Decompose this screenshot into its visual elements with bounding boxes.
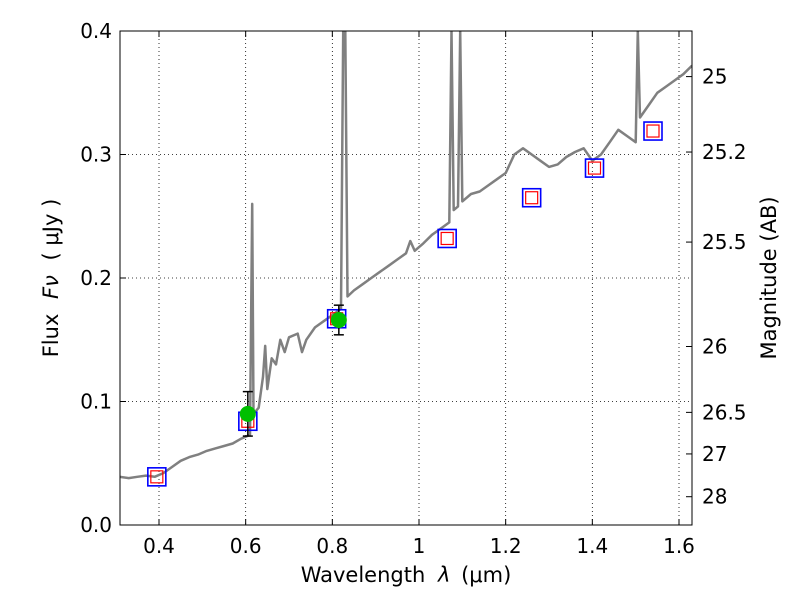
photometry-square-blue — [147, 467, 167, 487]
spectrum-line — [120, 31, 692, 480]
x-tick-label: 0.6 — [230, 534, 262, 558]
mag-tick-label: 26 — [702, 334, 727, 358]
x-tick-label: 1.4 — [576, 534, 608, 558]
photometry-square-red — [587, 161, 602, 175]
y-tick-label: 0.4 — [80, 19, 112, 43]
photometry-square-red — [525, 191, 539, 205]
photometry-square-blue — [437, 228, 457, 249]
x-tick-label: 1 — [413, 534, 426, 558]
observed-point — [239, 405, 256, 422]
mag-tick-label: 28 — [702, 485, 727, 509]
observed-point — [330, 311, 347, 328]
y-tick-label: 0.3 — [80, 143, 112, 167]
axis-ticks: 0.4 0.6 0.8 1 1.2 1.4 1.6 0.0 0.1 0.2 0.3 0.4 25 25.2… — [80, 19, 746, 558]
mag-tick-label: 26.5 — [702, 400, 747, 424]
plot-area — [120, 31, 692, 487]
mag-tick-label: 25.5 — [702, 230, 747, 254]
x-tick-label: 0.4 — [143, 534, 175, 558]
photometry-square-red — [440, 231, 454, 246]
photometry-square-red — [646, 124, 660, 138]
photometry-square-blue — [521, 187, 542, 208]
mag-tick-label: 25 — [702, 65, 727, 89]
y-tick-label: 0.2 — [80, 266, 112, 290]
x-tick-label: 1.2 — [490, 534, 522, 558]
mag-tick-label: 25.2 — [702, 140, 747, 164]
y-axis-label: Flux Fν ( μJy ) — [39, 199, 63, 358]
photometry-square-red — [150, 470, 164, 484]
x-tick-label: 0.8 — [316, 534, 348, 558]
x-axis-label: Wavelength λ (μm) — [301, 563, 512, 587]
photometry-square-blue — [584, 158, 605, 178]
right-axis-label: Magnitude (AB) — [757, 196, 781, 359]
photometry-square-blue — [643, 121, 663, 141]
y-tick-label: 0.0 — [80, 513, 112, 537]
x-tick-label: 1.6 — [663, 534, 695, 558]
y-tick-label: 0.1 — [80, 390, 112, 414]
mag-tick-label: 27 — [702, 442, 727, 466]
